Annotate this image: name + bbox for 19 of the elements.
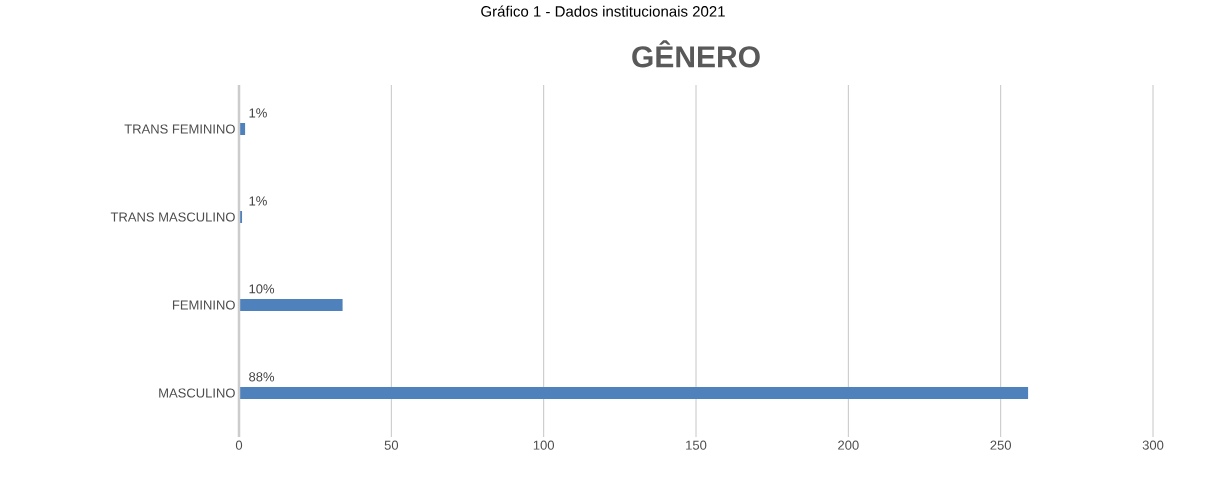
annotation: 88% bbox=[249, 372, 275, 382]
y-tick-label: TRANS MASCULINO bbox=[110, 212, 235, 222]
x-tick-label: 50 bbox=[384, 440, 399, 450]
annotation: 1% bbox=[249, 108, 267, 118]
x-tick-label: 0 bbox=[235, 440, 243, 450]
annotation: 1% bbox=[249, 196, 267, 206]
text: Gráfico 1 - Dados institucionais 2021 bbox=[481, 5, 725, 17]
x-tick-label: 200 bbox=[838, 440, 859, 450]
x-tick-label: 150 bbox=[686, 440, 707, 450]
x-tick-label: 100 bbox=[533, 440, 555, 450]
x-tick-label: 300 bbox=[1142, 440, 1164, 450]
y-tick-label: TRANS FEMININO bbox=[124, 124, 235, 134]
chart-title: GÊNERO bbox=[632, 40, 760, 68]
x-tick-label: 250 bbox=[990, 440, 1012, 450]
y-tick-label: FEMININO bbox=[172, 300, 235, 310]
bar bbox=[239, 299, 343, 311]
y-tick-label: MASCULINO bbox=[159, 388, 235, 398]
bar bbox=[239, 387, 1029, 399]
annotation: 10% bbox=[249, 284, 275, 294]
